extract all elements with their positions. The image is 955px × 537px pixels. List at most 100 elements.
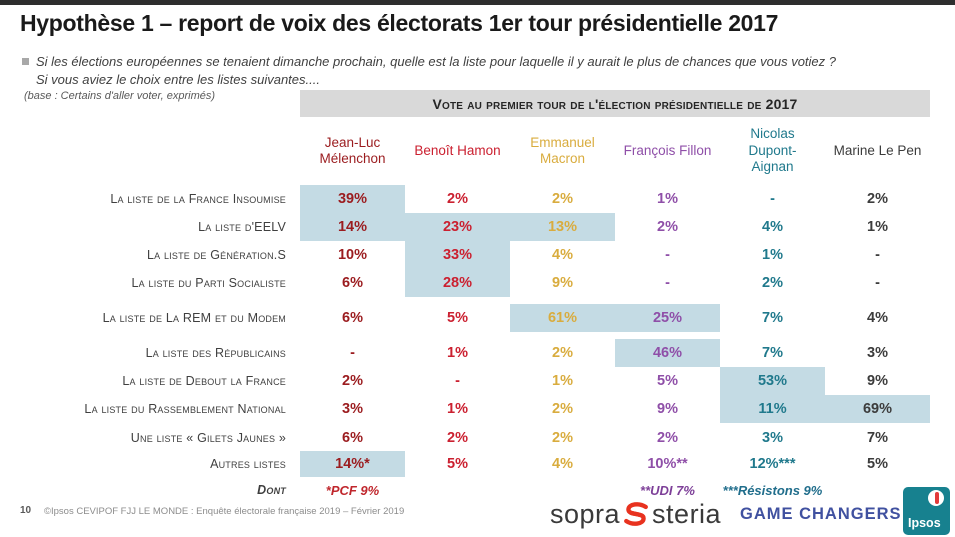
survey-question: Si les élections européennes se tenaient…	[22, 53, 932, 89]
column-header-fillon: François Fillon	[623, 142, 712, 158]
table-cell: 25%	[615, 304, 720, 332]
table-cell: 2%	[447, 430, 468, 446]
table-cell: 1%	[657, 191, 678, 207]
column-header-melenchon: Jean-Luc Mélenchon	[319, 134, 386, 166]
row-label: La liste de la France Insoumise	[110, 192, 286, 206]
table-row-generation-s: La liste de Génération.S 10% 33% 4% - 1%…	[0, 241, 930, 269]
footnote-resistons: ***Résistons 9%	[722, 482, 823, 498]
results-table: La liste de la France Insoumise 39% 2% 2…	[0, 185, 930, 503]
table-cell: -	[770, 191, 775, 207]
page-title: Hypothèse 1 – report de voix des élector…	[20, 10, 779, 36]
table-cell: 3%	[762, 430, 783, 446]
table-row-dont-notes: Dont *PCF 9% **UDI 7% ***Résistons 9%	[0, 477, 930, 503]
table-cell: -	[665, 247, 670, 263]
column-header-le-pen: Marine Le Pen	[833, 142, 922, 158]
footnote-pcf: *PCF 9%	[325, 482, 380, 498]
table-cell: 4%	[762, 219, 783, 235]
table-cell: 4%	[867, 310, 888, 326]
table-cell: 53%	[720, 367, 825, 395]
row-label: Une liste « Gilets Jaunes »	[130, 431, 286, 445]
table-row-rem-modem: La liste de La REM et du Modem 6% 5% 61%…	[0, 304, 930, 332]
row-label: Autres listes	[210, 457, 286, 471]
table-cell: 1%	[447, 401, 468, 417]
footnote-udi: **UDI 7%	[640, 482, 695, 498]
table-cell: 2%	[447, 191, 468, 207]
table-cell: 39%	[300, 185, 405, 213]
table-cell: 3%	[867, 345, 888, 361]
survey-question-line1: Si les élections européennes se tenaient…	[36, 54, 836, 69]
table-cell: 69%	[825, 395, 930, 423]
table-cell: 12%***	[749, 456, 796, 472]
ipsos-logo-text: Ipsos	[908, 516, 941, 530]
table-cell: 6%	[342, 430, 363, 446]
table-cell: 6%	[342, 275, 363, 291]
table-cell: 9%	[657, 401, 678, 417]
top-border-bar	[0, 0, 955, 5]
table-cell: 7%	[762, 345, 783, 361]
table-cell: 6%	[342, 310, 363, 326]
table-cell: 1%	[867, 219, 888, 235]
table-cell: 1%	[552, 373, 573, 389]
row-label: La liste de La REM et du Modem	[102, 311, 286, 325]
table-cell: -	[875, 247, 880, 263]
table-cell: -	[350, 345, 355, 361]
table-row-eelv: La liste d'EELV 14% 23% 13% 2% 4% 1%	[0, 213, 930, 241]
page-number: 10	[20, 505, 32, 516]
steria-logo-text: steria	[652, 498, 722, 529]
row-label: La liste d'EELV	[198, 220, 286, 234]
table-row-autres-listes: Autres listes 14%* 5% 4% 10%** 12%*** 5%	[0, 451, 930, 477]
table-cell: 4%	[552, 456, 573, 472]
table-cell: 5%	[447, 310, 468, 326]
table-cell: 28%	[405, 269, 510, 297]
table-cell: 7%	[867, 430, 888, 446]
column-headers: Jean-Luc Mélenchon Benoît Hamon Emmanuel…	[300, 120, 930, 182]
row-label: La liste du Rassemblement National	[84, 402, 286, 416]
table-cell: 9%	[552, 275, 573, 291]
row-label: La liste de Génération.S	[146, 248, 286, 262]
table-cell: 61%	[510, 304, 615, 332]
sopra-steria-logo: sopra steria	[550, 497, 721, 531]
table-cell: 13%	[510, 213, 615, 241]
table-row-france-insoumise: La liste de la France Insoumise 39% 2% 2…	[0, 185, 930, 213]
sopra-steria-s-icon	[623, 501, 649, 527]
column-header-macron: Emmanuel Macron	[530, 134, 595, 166]
table-cell: 4%	[552, 247, 573, 263]
row-label: La liste des Républicains	[145, 346, 286, 360]
table-cell: 5%	[657, 373, 678, 389]
table-cell: 2%	[342, 373, 363, 389]
table-cell: 2%	[657, 430, 678, 446]
table-row-republicains: La liste des Républicains - 1% 2% 46% 7%…	[0, 339, 930, 367]
table-row-debout-la-france: La liste de Debout la France 2% - 1% 5% …	[0, 367, 930, 395]
table-cell: 2%	[552, 191, 573, 207]
table-row-gilets-jaunes: Une liste « Gilets Jaunes » 6% 2% 2% 2% …	[0, 425, 930, 451]
table-title-band: Vote au premier tour de l'élection prési…	[300, 90, 930, 117]
ipsos-logo-bar-icon	[935, 492, 939, 504]
table-cell: 11%	[720, 395, 825, 423]
table-cell: 2%	[552, 345, 573, 361]
table-cell: 23%	[405, 213, 510, 241]
copyright-text: ©Ipsos CEVIPOF FJJ LE MONDE : Enquête él…	[44, 506, 405, 517]
ipsos-logo: Ipsos	[903, 487, 950, 535]
table-cell: 7%	[762, 310, 783, 326]
row-label: La liste de Debout la France	[122, 374, 286, 388]
table-cell: 46%	[615, 339, 720, 367]
table-cell: 5%	[867, 456, 888, 472]
table-cell: -	[455, 373, 460, 389]
table-cell: 2%	[552, 401, 573, 417]
table-cell: 10%**	[647, 456, 688, 472]
game-changers-logo-text: GAME CHANGERS	[740, 505, 902, 523]
row-label: Dont	[257, 483, 286, 497]
table-cell: 2%	[552, 430, 573, 446]
bullet-square-icon	[22, 58, 29, 65]
table-cell: 14%	[300, 213, 405, 241]
column-header-dupont-aignan: Nicolas Dupont-Aignan	[748, 126, 797, 175]
table-row-rassemblement-national: La liste du Rassemblement National 3% 1%…	[0, 395, 930, 423]
table-cell: 3%	[342, 401, 363, 417]
table-cell: 14%*	[300, 451, 405, 477]
table-cell: 9%	[867, 373, 888, 389]
base-note: (base : Certains d'aller voter, exprimés…	[24, 90, 216, 102]
table-cell: 2%	[867, 191, 888, 207]
survey-question-line2: Si vous aviez le choix entre les listes …	[36, 72, 320, 88]
sopra-logo-text: sopra	[550, 498, 621, 529]
row-label: La liste du Parti Socialiste	[131, 276, 286, 290]
